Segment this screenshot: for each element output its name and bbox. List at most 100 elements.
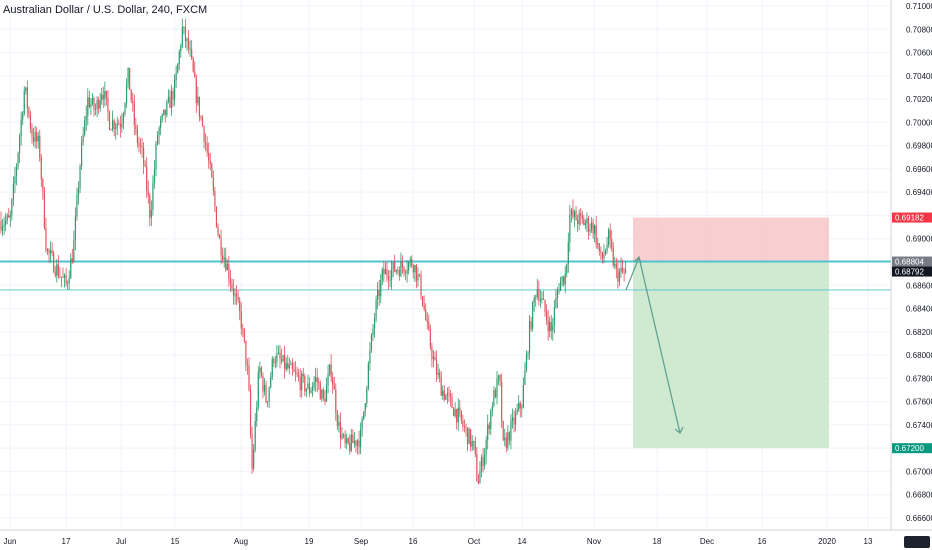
candle-body: [217, 227, 219, 236]
candle-body: [184, 26, 187, 42]
price-tag-label: 0.67200: [895, 444, 924, 453]
candle-body: [445, 395, 447, 400]
candle-body: [505, 437, 507, 448]
chart-title: Australian Dollar / U.S. Dollar, 240, FX…: [3, 4, 207, 16]
x-tick-label: 16: [758, 537, 767, 546]
candle-body: [0, 221, 2, 231]
take-profit-zone: [633, 261, 829, 449]
candle-body: [195, 77, 197, 104]
candle-body: [583, 218, 585, 226]
candle-body: [85, 115, 87, 121]
candle-body: [355, 440, 357, 446]
candle-body: [135, 124, 137, 130]
candle-body: [214, 191, 216, 207]
candle-body: [132, 100, 134, 104]
candle-body: [209, 160, 211, 164]
candle-body: [107, 97, 109, 112]
candle-body: [65, 275, 67, 284]
candle-body: [527, 353, 529, 355]
candle-body: [267, 401, 269, 403]
candle-body: [232, 288, 235, 296]
candle-body: [431, 347, 433, 359]
candle-body: [133, 103, 135, 125]
candle-body: [429, 329, 431, 348]
candle-body: [397, 270, 399, 271]
candle-body: [603, 254, 605, 259]
candle-body: [556, 291, 559, 299]
candle-body: [158, 128, 160, 136]
candle-body: [298, 374, 300, 378]
candle-body: [490, 410, 492, 430]
candle-body: [48, 249, 50, 254]
candle-body: [40, 158, 42, 179]
candle-body: [621, 267, 624, 272]
candle-body: [318, 381, 320, 384]
candle-body: [608, 229, 610, 245]
candle-body: [383, 269, 385, 275]
x-tick-label: Aug: [234, 537, 248, 546]
candle-body: [620, 267, 622, 272]
candle-body: [177, 64, 179, 74]
candle-body: [36, 132, 38, 142]
candle-body: [370, 334, 373, 350]
candle-body: [384, 269, 386, 275]
candle-body: [228, 264, 230, 279]
candle-body: [435, 360, 438, 375]
candle-body: [508, 432, 510, 441]
candle-body: [236, 293, 238, 298]
candle-body: [257, 372, 259, 408]
candle-body: [156, 135, 159, 144]
candle-body: [130, 90, 132, 101]
candle-body: [316, 377, 318, 382]
candle-body: [143, 147, 145, 165]
candle-body: [163, 109, 165, 115]
candle-body: [611, 239, 613, 248]
candle-body: [152, 182, 154, 210]
candle-body: [335, 389, 337, 413]
candle-body: [522, 384, 524, 408]
candle-body: [502, 421, 504, 440]
candle-body: [408, 262, 410, 271]
price-tag-label: 0.69182: [895, 214, 924, 223]
candle-body: [350, 434, 352, 451]
candle-body: [524, 370, 526, 385]
candle-body: [577, 220, 579, 225]
candle-body: [211, 163, 213, 178]
candle-body: [364, 403, 366, 412]
x-tick-label: Dec: [700, 537, 714, 546]
candle-body: [5, 220, 7, 225]
candle-body: [549, 321, 551, 332]
candle-body: [477, 480, 479, 484]
candle-body: [600, 251, 602, 253]
candle-body: [544, 300, 546, 312]
candle-body: [56, 264, 58, 276]
candle-body: [459, 407, 461, 412]
candle-body: [352, 434, 354, 444]
candle-body: [144, 164, 146, 167]
candle-body: [63, 275, 66, 278]
candle-body: [432, 357, 435, 359]
candle-body: [167, 96, 169, 102]
candle-body: [476, 453, 478, 481]
candle-body: [533, 297, 535, 302]
candle-body: [395, 270, 397, 272]
candle-body: [468, 429, 470, 445]
candle-body: [594, 225, 596, 234]
candle-body: [499, 375, 501, 382]
candle-body: [515, 413, 517, 425]
candle-body: [265, 384, 267, 403]
candle-body: [493, 390, 495, 407]
candle-body: [322, 389, 324, 398]
candle-body: [463, 426, 466, 428]
candle-body: [29, 114, 32, 129]
candle-body: [338, 422, 340, 426]
time-axis[interactable]: Jun 17 Jul 15 Aug 19 Sep 16 Oct 14 Nov 18 Dec 16 2020 1…: [4, 537, 873, 546]
candle-body: [225, 257, 227, 270]
candle-body: [575, 211, 577, 221]
tradingview-logo[interactable]: [904, 536, 930, 548]
candle-body: [197, 96, 199, 104]
